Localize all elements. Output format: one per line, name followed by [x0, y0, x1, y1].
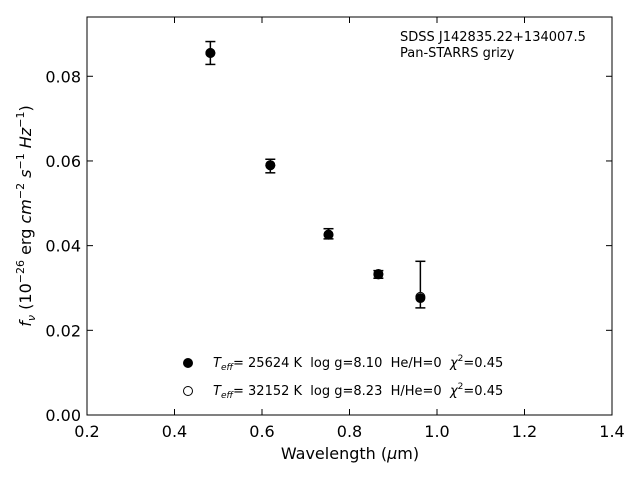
legend-marker-open: [183, 386, 193, 396]
annotation-survey: Pan-STARRS grizy: [400, 46, 515, 61]
x-tick-label: 0.6: [249, 422, 274, 441]
y-tick-label: 0.04: [45, 237, 81, 256]
point-filled: [205, 47, 216, 58]
y-axis-title: fν (10−26 erg cm−2 s−1 Hz−1): [14, 105, 38, 326]
data-points: [205, 47, 426, 304]
y-axis-ticks: 0.00 0.02 0.04 0.06 0.08: [45, 67, 612, 425]
annotation-object-name: SDSS J142835.22+134007.5: [400, 30, 586, 45]
x-tick-label: 1.2: [512, 422, 537, 441]
legend: Teff= 25624 K log g=8.10 He/H=0 χ2=0.45 …: [183, 354, 503, 401]
point-filled: [323, 229, 334, 240]
legend-marker-filled: [183, 358, 193, 368]
point-filled: [265, 160, 276, 171]
plot-area: [86, 16, 613, 416]
y-tick-label: 0.02: [45, 321, 81, 340]
x-tick-label: 1.0: [424, 422, 449, 441]
x-axis-title: Wavelength (µm): [281, 444, 419, 463]
y-tick-label: 0.00: [45, 406, 81, 425]
x-tick-label: 0.8: [337, 422, 362, 441]
legend-entry-1: Teff= 25624 K log g=8.10 He/H=0 χ2=0.45: [213, 354, 503, 373]
x-tick-label: 0.2: [74, 422, 99, 441]
x-axis-ticks: 0.2 0.4 0.6 0.8 1.0 1.2 1.4: [74, 17, 625, 441]
point-filled: [373, 269, 384, 280]
legend-entry-2: Teff= 32152 K log g=8.23 H/He=0 χ2=0.45: [213, 382, 503, 401]
point-filled: [415, 293, 426, 304]
x-tick-label: 1.4: [599, 422, 624, 441]
x-tick-label: 0.4: [162, 422, 187, 441]
y-tick-label: 0.08: [45, 67, 81, 86]
y-tick-label: 0.06: [45, 152, 81, 171]
